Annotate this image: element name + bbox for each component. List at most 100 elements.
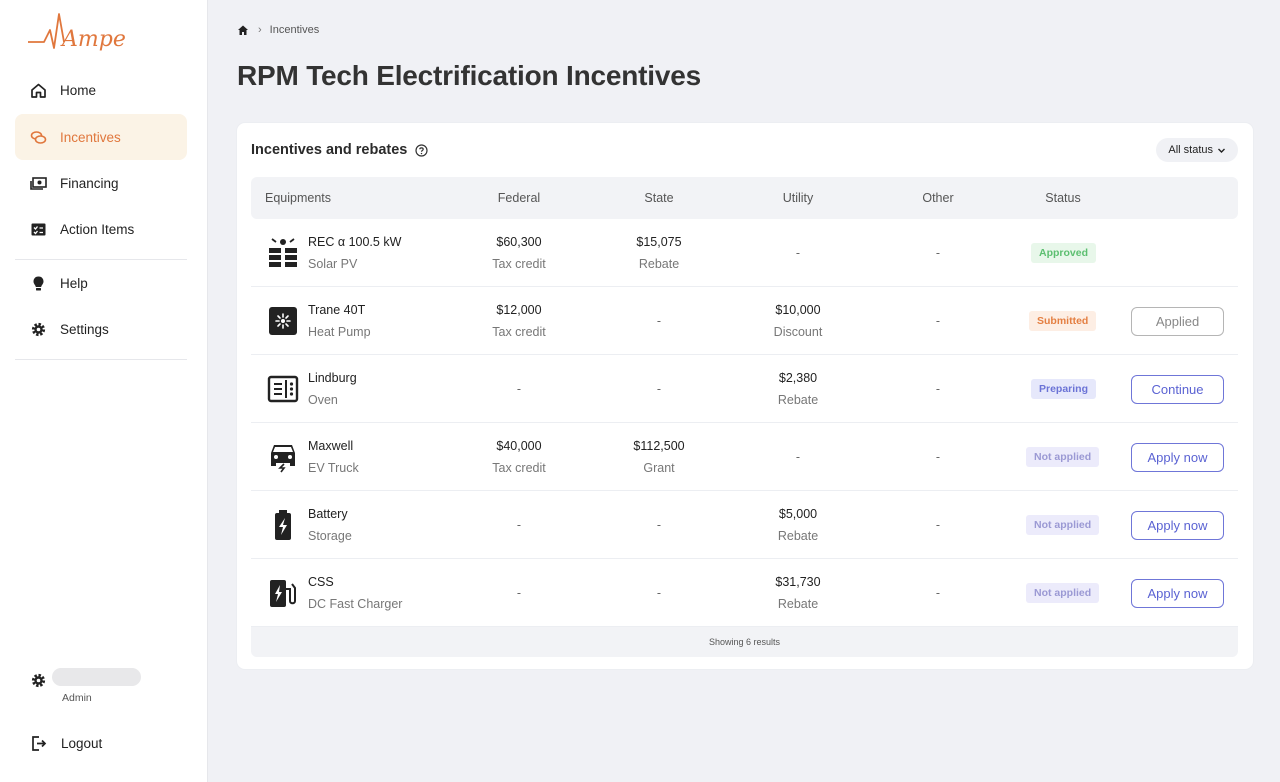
card-title-text: Incentives and rebates	[251, 142, 408, 158]
other-value: -	[935, 246, 941, 260]
logout-button[interactable]: Logout	[30, 735, 102, 752]
logout-label: Logout	[61, 736, 103, 751]
other-value: -	[935, 450, 941, 464]
equipment-name: Maxwell	[308, 439, 354, 453]
sidebar-item-label: Financing	[60, 175, 119, 191]
breadcrumb: › Incentives	[237, 24, 319, 36]
equipment-type: Heat Pump	[308, 325, 371, 339]
state-value: $15,075	[636, 235, 682, 249]
table-row: REC α 100.5 kW Solar PV $60,300 Tax credi…	[251, 219, 1238, 287]
status-badge: Not applied	[1026, 447, 1100, 467]
home-icon[interactable]	[237, 24, 249, 36]
page-title: RPM Tech Electrification Incentives	[237, 60, 701, 91]
sidebar-item-financing[interactable]: Financing	[15, 160, 187, 206]
other-value: -	[935, 586, 941, 600]
sidebar-item-action-items[interactable]: Action Items	[15, 206, 187, 252]
chevron-right-icon: ›	[258, 24, 262, 36]
utility-type: Rebate	[777, 597, 819, 611]
home-icon	[30, 82, 47, 99]
table-row: Maxwell EV Truck $40,000 Tax credit $112,…	[251, 423, 1238, 491]
sidebar-item-label: Help	[60, 275, 88, 291]
table-footer: Showing 6 results	[251, 627, 1238, 657]
help-circle-icon[interactable]	[415, 143, 428, 157]
equipment-type: Storage	[308, 529, 352, 543]
column-header-other: Other	[922, 191, 954, 205]
utility-type: Discount	[773, 325, 823, 339]
equipment-type: DC Fast Charger	[308, 597, 403, 611]
utility-value: -	[795, 450, 801, 464]
ampere-logo[interactable]: Ampere	[26, 8, 126, 56]
ev-charger-icon	[270, 580, 296, 607]
state-value: -	[656, 314, 662, 328]
column-header-federal: Federal	[497, 191, 541, 205]
federal-value: $60,300	[496, 235, 542, 249]
other-value: -	[935, 518, 941, 532]
federal-value: -	[516, 586, 522, 600]
state-value: -	[656, 518, 662, 532]
money-icon	[30, 175, 47, 192]
equipment-type: EV Truck	[308, 461, 359, 475]
sidebar-item-label: Action Items	[60, 221, 135, 237]
status-badge: Approved	[1031, 243, 1097, 263]
continue-button[interactable]: Continue	[1131, 375, 1224, 404]
column-header-equipments: Equipments	[265, 191, 332, 205]
state-type: Grant	[643, 461, 675, 475]
gear-icon	[31, 673, 46, 688]
other-value: -	[935, 382, 941, 396]
apply-now-button[interactable]: Apply now	[1131, 443, 1224, 472]
sidebar-divider	[15, 259, 187, 260]
sidebar-item-help[interactable]: Help	[15, 260, 187, 306]
breadcrumb-current: Incentives	[269, 24, 320, 36]
equipment-name: REC α 100.5 kW	[308, 235, 402, 249]
status-filter-label: All status	[1168, 144, 1213, 156]
sidebar-item-label: Incentives	[60, 129, 121, 145]
sidebar-item-label: Home	[60, 82, 97, 98]
federal-value: -	[516, 382, 522, 396]
sidebar-item-incentives[interactable]: Incentives	[15, 114, 187, 160]
utility-value: -	[795, 246, 801, 260]
utility-value: $2,380	[778, 371, 818, 385]
state-type: Rebate	[638, 257, 680, 271]
user-name-redacted	[52, 668, 141, 686]
equipment-type: Solar PV	[308, 257, 358, 271]
status-badge: Submitted	[1029, 311, 1097, 331]
card-title: Incentives and rebates	[251, 142, 428, 158]
sidebar-divider	[15, 359, 187, 360]
gear-icon	[30, 321, 47, 338]
sidebar-item-home[interactable]: Home	[15, 67, 187, 113]
sidebar-item-settings[interactable]: Settings	[15, 306, 187, 352]
apply-now-button[interactable]: Apply now	[1131, 511, 1224, 540]
table-row: CSS DC Fast Charger - - $31,730 Rebate - …	[251, 559, 1238, 627]
federal-value: $40,000	[496, 439, 542, 453]
logout-icon	[32, 736, 47, 751]
equipment-name: CSS	[308, 575, 334, 589]
utility-value: $31,730	[775, 575, 821, 589]
column-header-state: State	[644, 191, 674, 205]
table-row: Battery Storage - - $5,000 Rebate - Not a…	[251, 491, 1238, 559]
table-row: Lindburg Oven - - $2,380 Rebate - Prepari…	[251, 355, 1238, 423]
lightbulb-icon	[30, 275, 47, 292]
column-header-utility: Utility	[782, 191, 814, 205]
equipment-name: Trane 40T	[308, 303, 366, 317]
column-header-status: Status	[1045, 191, 1081, 205]
utility-value: $5,000	[778, 507, 818, 521]
battery-icon	[275, 510, 291, 540]
federal-value: -	[516, 518, 522, 532]
oven-icon	[267, 375, 299, 403]
status-filter-dropdown[interactable]: All status	[1156, 138, 1238, 162]
solar-panel-icon	[269, 238, 297, 267]
table-row: Trane 40T Heat Pump $12,000 Tax credit - …	[251, 287, 1238, 355]
federal-type: Tax credit	[492, 257, 546, 271]
status-badge: Not applied	[1026, 515, 1100, 535]
sidebar: Ampere Home Incentives Financing Action …	[0, 0, 208, 782]
svg-text:Ampere: Ampere	[60, 27, 126, 52]
status-badge: Preparing	[1031, 379, 1097, 399]
equipment-type: Oven	[308, 393, 338, 407]
applied-button[interactable]: Applied	[1131, 307, 1224, 336]
user-role: Admin	[62, 692, 92, 704]
federal-value: $12,000	[496, 303, 542, 317]
apply-now-button[interactable]: Apply now	[1131, 579, 1224, 608]
utility-value: $10,000	[775, 303, 821, 317]
federal-type: Tax credit	[492, 461, 546, 475]
checklist-icon	[30, 221, 47, 238]
